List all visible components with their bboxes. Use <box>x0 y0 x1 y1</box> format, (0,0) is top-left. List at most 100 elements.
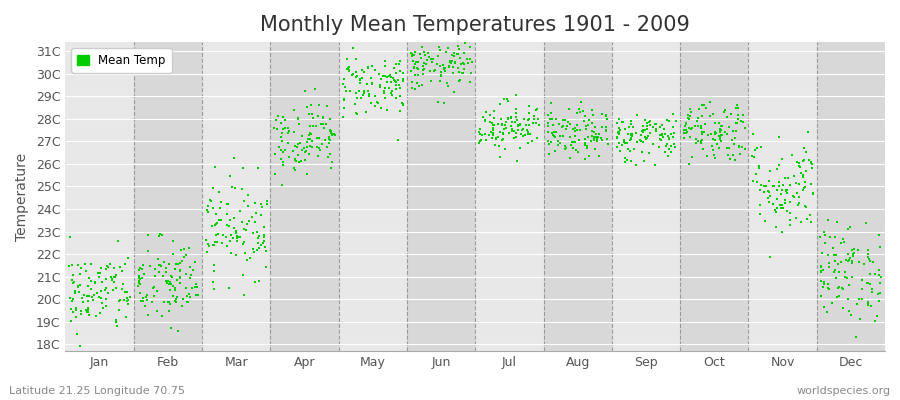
Point <box>302 132 317 138</box>
Point <box>656 126 670 132</box>
Point <box>219 234 233 240</box>
Point <box>616 137 631 143</box>
Point <box>434 69 448 76</box>
Point <box>145 299 159 305</box>
Point <box>714 122 728 129</box>
Point <box>68 290 82 296</box>
Point <box>787 193 801 200</box>
Point <box>570 122 584 129</box>
Point <box>104 274 118 280</box>
Point <box>845 252 859 259</box>
Point <box>464 44 478 50</box>
Point <box>160 280 175 286</box>
Point <box>727 140 742 147</box>
Point <box>208 239 222 246</box>
Point <box>677 127 691 134</box>
Point <box>227 215 241 221</box>
Point <box>776 204 790 211</box>
Point <box>852 315 867 322</box>
Point <box>849 334 863 340</box>
Point <box>851 247 866 253</box>
Point <box>815 284 830 290</box>
Point <box>444 60 458 66</box>
Point <box>68 287 83 294</box>
Point <box>540 112 554 118</box>
Point <box>256 224 271 230</box>
Point <box>442 64 456 71</box>
Point <box>170 294 184 300</box>
Point <box>731 112 745 118</box>
Point <box>316 121 330 127</box>
Point <box>229 252 243 258</box>
Point <box>500 119 514 125</box>
Point <box>302 111 316 117</box>
Point <box>562 121 577 127</box>
Point <box>456 70 471 76</box>
Point <box>112 296 127 303</box>
Point <box>620 140 634 146</box>
Title: Monthly Mean Temperatures 1901 - 2009: Monthly Mean Temperatures 1901 - 2009 <box>260 15 690 35</box>
Point <box>361 65 375 71</box>
Point <box>691 114 706 121</box>
Point <box>207 268 221 274</box>
Point <box>132 289 147 296</box>
Point <box>94 265 108 271</box>
Point <box>568 124 582 131</box>
Point <box>120 289 134 296</box>
Point <box>180 299 194 305</box>
Point <box>237 292 251 298</box>
Point <box>106 264 121 271</box>
Point <box>594 135 608 141</box>
Point <box>409 59 423 65</box>
Point <box>105 286 120 293</box>
Point <box>661 152 675 159</box>
Bar <box>202 42 270 351</box>
Point <box>74 265 88 272</box>
Point <box>206 205 220 211</box>
Point <box>461 60 475 66</box>
Point <box>666 124 680 130</box>
Point <box>585 133 599 140</box>
Point <box>845 274 859 280</box>
Point <box>499 146 513 152</box>
Point <box>695 130 709 137</box>
Point <box>522 116 536 122</box>
Point <box>132 276 147 282</box>
Point <box>155 313 169 319</box>
Point <box>817 232 832 238</box>
Point <box>814 278 828 284</box>
Point <box>232 208 247 214</box>
Point <box>549 129 563 135</box>
Point <box>285 148 300 154</box>
Point <box>559 126 573 132</box>
Point <box>482 132 496 139</box>
Point <box>752 162 767 169</box>
Point <box>612 140 626 146</box>
Point <box>95 279 110 285</box>
Point <box>640 135 654 141</box>
Point <box>275 126 290 132</box>
Point <box>832 269 847 276</box>
Point <box>278 117 293 123</box>
Point <box>531 115 545 122</box>
Bar <box>338 42 407 351</box>
Point <box>380 79 394 86</box>
Point <box>161 299 176 306</box>
Point <box>310 123 324 129</box>
Point <box>187 284 202 290</box>
Point <box>616 119 631 125</box>
Point <box>638 127 652 134</box>
Point <box>874 274 888 280</box>
Point <box>164 324 178 331</box>
Point <box>175 258 189 265</box>
Point <box>698 105 713 111</box>
Point <box>768 207 782 213</box>
Point <box>796 187 810 193</box>
Point <box>595 123 609 130</box>
Point <box>530 106 544 112</box>
Point <box>486 132 500 138</box>
Point <box>797 185 812 191</box>
Point <box>546 128 561 135</box>
Point <box>455 70 470 76</box>
Point <box>287 164 302 171</box>
